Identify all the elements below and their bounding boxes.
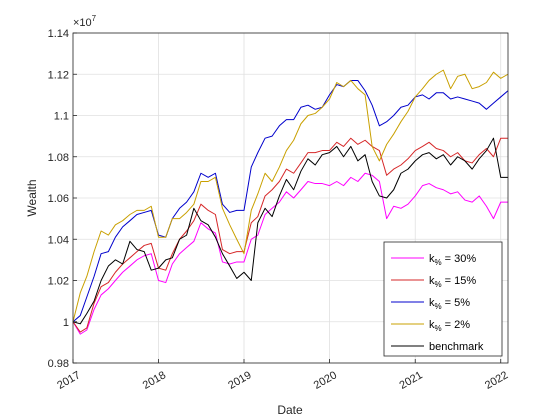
legend-label-sub: % <box>435 258 442 267</box>
legend-box <box>383 241 503 357</box>
legend-label: k% = 2% <box>429 319 470 333</box>
legend-label-main: k <box>429 297 435 309</box>
series-layer <box>72 69 509 335</box>
legend-label-sub: % <box>435 280 442 289</box>
y-tick-label: 1.06 <box>48 193 69 205</box>
legend-label-rest: = 5% <box>442 297 471 309</box>
legend-label-main: k <box>429 253 435 265</box>
legend: k% = 30%k% = 15%k% = 5%k% = 2%benchmark <box>383 241 503 357</box>
legend-label-rest: = 30% <box>442 253 477 265</box>
legend-label: k% = 30% <box>429 253 476 267</box>
y-tick-label: 1.04 <box>48 234 69 246</box>
x-tick-label: 2017 <box>55 369 82 392</box>
y-tick-label: 0.98 <box>48 358 69 370</box>
legend-label-sub: % <box>435 324 442 333</box>
series-line <box>72 69 509 322</box>
y-tick-label: 1.1 <box>54 111 69 123</box>
y-axis-ticks: 0.98 1 1.02 1.04 1.06 1.08 1.1 1.12 1.14 <box>48 28 77 370</box>
x-axis-ticks: 2017 2018 2019 2020 2021 2022 <box>55 359 510 392</box>
legend-label-main: k <box>429 275 435 287</box>
series-line <box>72 137 508 325</box>
legend-label-main: k <box>429 319 435 331</box>
series-line <box>72 137 508 333</box>
x-tick-label: 2020 <box>312 369 339 392</box>
y-exponent: ×107 <box>73 14 97 29</box>
x-tick-label: 2022 <box>483 369 510 392</box>
y-tick-label: 1.12 <box>48 69 69 81</box>
y-axis-label: Wealth <box>25 179 39 216</box>
legend-label: k% = 15% <box>429 275 476 289</box>
legend-label-sub: % <box>435 302 442 311</box>
legend-label-rest: = 2% <box>442 319 471 331</box>
x-tick-label: 2019 <box>226 369 253 392</box>
x-tick-label: 2021 <box>398 369 425 392</box>
legend-label: benchmark <box>429 341 484 353</box>
legend-label-rest: = 15% <box>442 275 477 287</box>
y-tick-label: 1.02 <box>48 276 69 288</box>
y-tick-label: 1 <box>63 317 69 329</box>
series-line <box>72 79 509 323</box>
y-tick-label: 1.14 <box>48 28 69 40</box>
x-axis-label: Date <box>277 403 303 417</box>
legend-label: k% = 5% <box>429 297 470 311</box>
x-tick-label: 2018 <box>141 369 168 392</box>
y-tick-label: 1.08 <box>48 152 69 164</box>
